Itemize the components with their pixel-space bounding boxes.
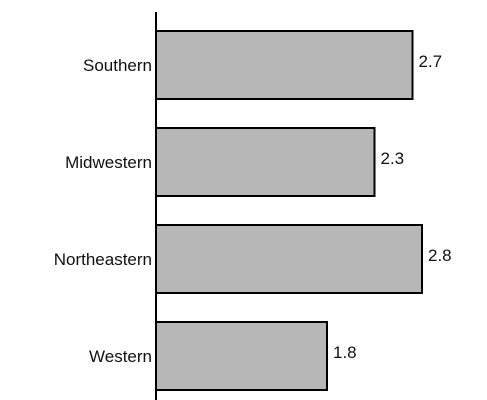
- bar-midwestern: [155, 127, 376, 197]
- bar-western: [155, 321, 328, 391]
- category-label-northeastern: Northeastern: [54, 250, 152, 269]
- category-label-southern: Southern: [83, 56, 152, 75]
- category-label-midwestern: Midwestern: [65, 153, 152, 172]
- value-label-northeastern: 2.8: [428, 246, 452, 265]
- value-label-midwestern: 2.3: [381, 149, 405, 168]
- bar-northeastern: [155, 224, 423, 294]
- value-label-southern: 2.7: [419, 52, 443, 71]
- value-label-western: 1.8: [333, 343, 357, 362]
- bars-layer: Southern 2.7 Midwestern 2.3 Northeastern 2.8 W…: [54, 30, 452, 391]
- category-label-western: Western: [89, 347, 152, 366]
- bar-southern: [155, 30, 414, 100]
